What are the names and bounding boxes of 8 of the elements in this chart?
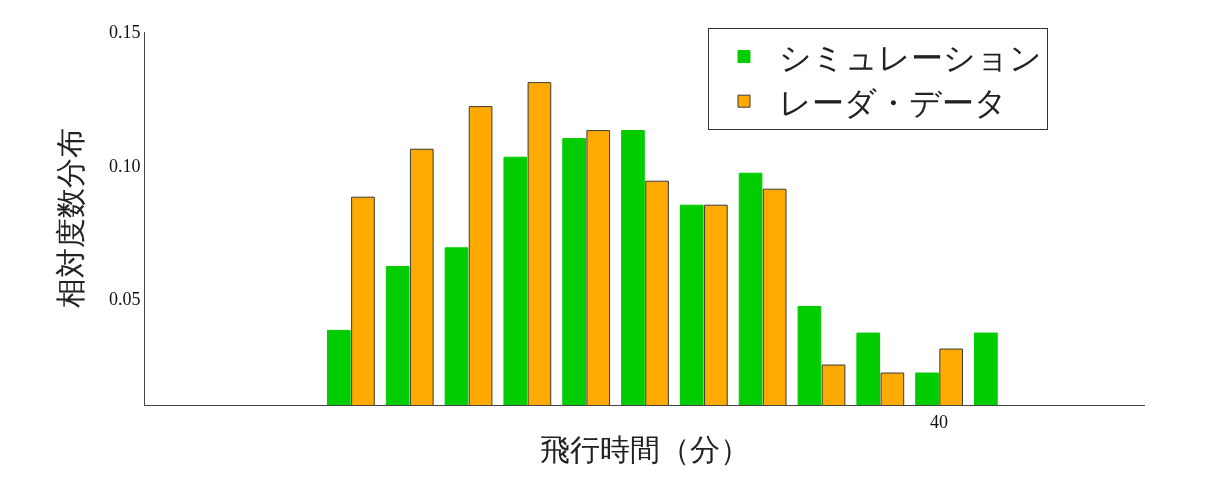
legend-label: シミュレーション bbox=[779, 39, 1042, 78]
y-tick-label: 0.05 bbox=[108, 288, 141, 309]
x-tick-label: 40 bbox=[930, 411, 949, 432]
x-axis-title: 飛行時間（分） bbox=[540, 432, 750, 468]
y-tick-label: 0.15 bbox=[108, 22, 141, 43]
legend-label: レーダ・データ bbox=[779, 83, 1007, 122]
y-axis-title: 相対度数分布 bbox=[52, 128, 88, 309]
y-tick-label: 0.10 bbox=[108, 155, 141, 176]
